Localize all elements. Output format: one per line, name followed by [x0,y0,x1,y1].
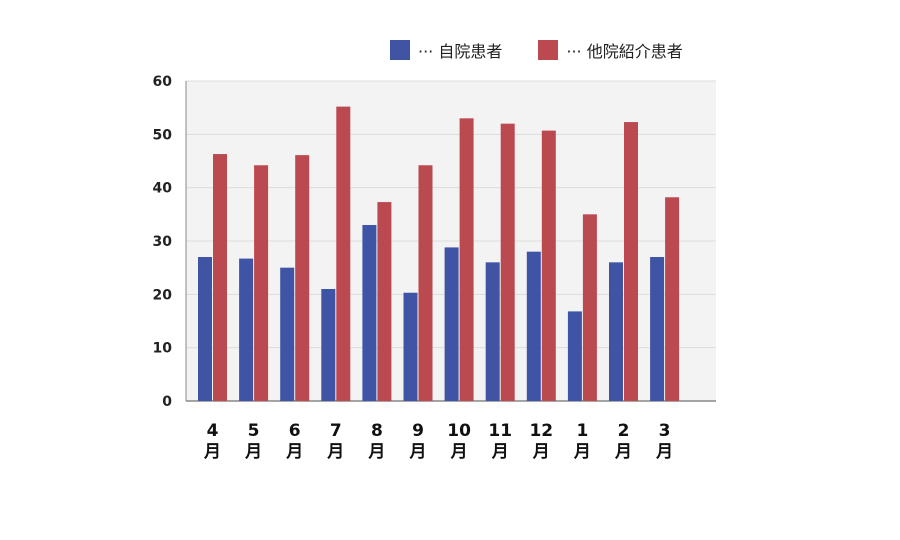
x-tick-label-number: 6 [289,421,301,441]
x-tick-label-number: 9 [412,421,424,441]
legend-swatch-referral [538,40,559,60]
bar-referral [418,165,433,401]
x-tick-label-number: 2 [618,421,630,441]
x-tick-label-unit: 月 [326,442,344,462]
x-tick-label-unit: 月 [532,442,550,462]
x-tick-label-number: 12 [529,421,553,441]
x-tick-label-unit: 月 [409,442,427,462]
x-tick-label-unit: 月 [285,442,303,462]
x-tick-label-unit: 月 [573,442,591,462]
bar-own [321,289,336,401]
y-tick-label: 30 [153,234,173,250]
legend-swatch-own [390,40,410,60]
legend-item-own: ··· 自院患者 [390,38,502,62]
x-tick-label-number: 8 [371,421,383,441]
x-tick-label-number: 1 [576,421,588,441]
bar-own [609,262,623,401]
x-tick-label-unit: 月 [450,442,468,462]
legend: ··· 自院患者 ··· 他院紹介患者 [390,38,719,62]
x-tick-label-unit: 月 [244,442,262,462]
x-tick-label-number: 11 [488,421,512,441]
x-tick-label-number: 3 [659,421,671,441]
y-tick-label: 0 [162,394,172,410]
bar-referral [295,155,310,401]
bar-own [444,247,459,401]
bar-referral [582,214,597,401]
x-tick-label-number: 10 [447,421,471,441]
bar-own [362,225,377,401]
bar-referral [541,130,556,401]
bar-referral [500,123,515,402]
y-tick-label: 20 [153,287,173,303]
bar-own [239,258,254,401]
y-tick-label: 40 [153,181,173,197]
y-tick-label: 60 [153,74,173,90]
legend-item-referral: ··· 他院紹介患者 [538,38,683,62]
bar-referral [254,165,269,401]
x-tick-label-unit: 月 [367,442,385,462]
y-tick-label: 10 [153,341,173,357]
bar-referral [624,122,638,402]
x-tick-label-number: 5 [248,421,260,441]
legend-label-own: ··· 自院患者 [418,42,503,61]
x-tick-label-number: 7 [330,421,342,441]
legend-label-referral: ··· 他院紹介患者 [566,42,683,61]
bar-referral [213,154,227,401]
x-tick-label-unit: 月 [203,442,221,462]
bar-own [567,311,582,401]
bar-own [526,251,541,401]
bar-own [280,267,295,401]
bar-own [650,257,665,401]
x-tick-label-unit: 月 [614,442,632,462]
bar-own [198,257,212,401]
bar-own [485,262,500,401]
bar-referral [377,202,392,401]
x-tick-label-number: 4 [207,421,219,441]
bar-referral [336,106,351,401]
y-tick-label: 50 [153,127,173,143]
bar-referral [665,197,680,401]
bar-referral [459,118,474,401]
x-tick-label-unit: 月 [655,442,673,462]
bar-own [403,292,418,401]
x-tick-label-unit: 月 [491,442,509,462]
